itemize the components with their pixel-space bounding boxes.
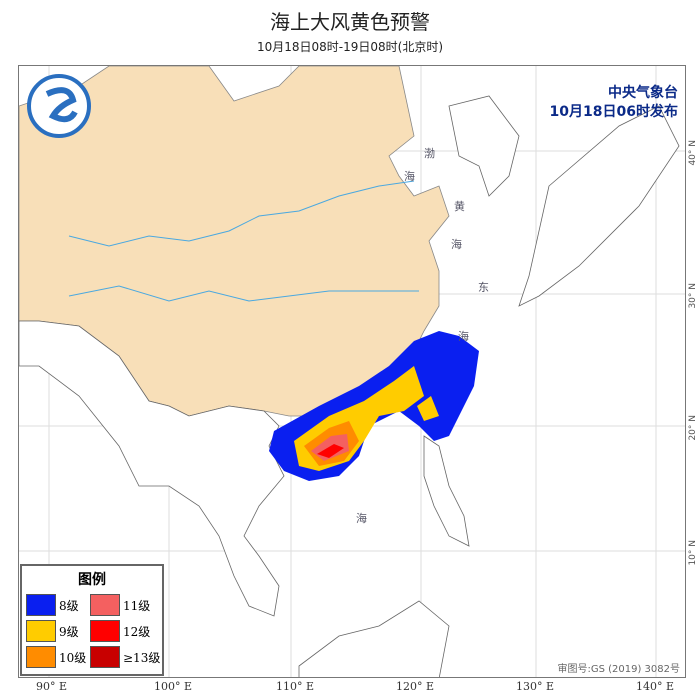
- wind-zones: [269, 331, 479, 481]
- legend-item-11: 11级: [90, 594, 150, 616]
- lon-label: 90° E: [36, 680, 68, 693]
- legend-item-12: 12级: [90, 620, 150, 642]
- neighbor-land: [19, 320, 285, 617]
- lon-label: 130° E: [516, 680, 555, 693]
- lon-label: 120° E: [396, 680, 435, 693]
- lat-label: 10° N: [688, 540, 698, 566]
- lon-label: 140° E: [636, 680, 675, 693]
- sea-label: 黄: [454, 200, 465, 213]
- borneo: [298, 600, 450, 677]
- sea-label: 海: [404, 170, 415, 183]
- issuer-block: 中央气象台 10月18日06时发布: [550, 84, 678, 122]
- sea-label: 渤: [424, 147, 435, 160]
- legend-item-13: ≥13级: [90, 646, 160, 668]
- issuer-name: 中央气象台: [608, 85, 678, 101]
- map-subtitle: 10月18日08时-19日08时(北京时): [256, 40, 444, 54]
- lat-label: 30° N: [688, 283, 698, 309]
- korea-japan-coast: [448, 95, 680, 307]
- legend-item-10: 10级: [26, 646, 86, 668]
- zone-12: [317, 444, 344, 458]
- sea-label: 东: [478, 281, 489, 294]
- cma-logo: [27, 74, 91, 138]
- philippines: [423, 435, 470, 547]
- lon-label: 100° E: [154, 680, 193, 693]
- sea-label: 海: [451, 238, 462, 251]
- legend-title: 图例: [78, 572, 106, 588]
- legend: 图例 8级 11级 9级 12级 10级 ≥13级: [20, 564, 164, 676]
- lat-label: 20° N: [688, 415, 698, 441]
- map-title: 海上大风黄色预警: [270, 10, 430, 34]
- legend-item-9: 9级: [26, 620, 79, 642]
- lat-label: 40° N: [688, 140, 698, 166]
- approval-number: 审图号:GS (2019) 3082号: [557, 664, 680, 675]
- map-canvas: [19, 66, 685, 677]
- rivers: [68, 180, 419, 302]
- sea-label: 海: [458, 330, 469, 343]
- legend-item-8: 8级: [26, 594, 79, 616]
- sea-label: 海: [356, 512, 367, 525]
- issue-time: 10月18日06时发布: [549, 104, 678, 120]
- zone-9b: [417, 396, 439, 421]
- lon-label: 110° E: [276, 680, 315, 693]
